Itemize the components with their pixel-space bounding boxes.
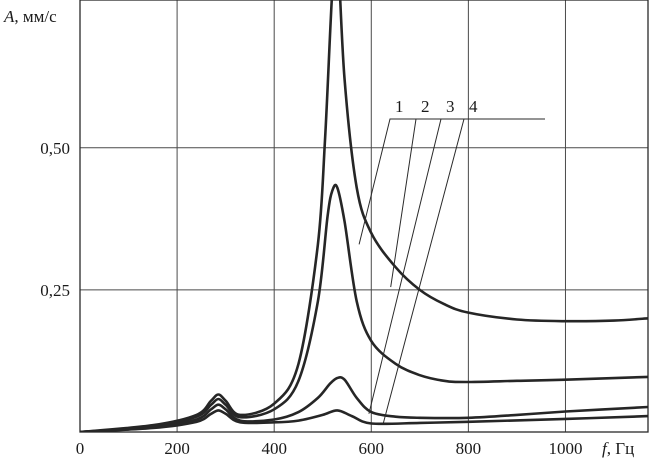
tick-labels: 0 200 400 600 800 1000 0,25 0,50 [40,139,582,458]
x-axis-label: f, Гц [602,439,634,458]
series-4-label: 4 [469,97,478,116]
x-tick-label: 400 [261,439,287,458]
series-curves [80,0,648,432]
series-2-label: 2 [421,97,430,116]
series-2-line [80,183,648,432]
plot-frame [79,0,649,433]
series-3-line [80,376,648,432]
x-tick-label: 600 [359,439,385,458]
x-tick-label: 1000 [548,439,582,458]
x-tick-label: 800 [456,439,482,458]
y-tick-label: 0,50 [40,139,70,158]
series-2-leader-line [390,118,444,288]
y-axis-label: A, мм/с [3,7,57,26]
series-3-label: 3 [446,97,455,116]
series-1-label: 1 [395,97,404,116]
y-tick-label: 0,25 [40,281,70,300]
series-4-leader-line [382,118,545,424]
x-tick-label: 200 [164,439,190,458]
series-4-line [80,409,648,432]
series-3-leader-line [368,118,469,414]
series-1-leader-line [358,118,418,245]
x-tick-label: 0 [76,439,85,458]
grid-lines [80,0,648,432]
series-1-line [80,0,648,432]
